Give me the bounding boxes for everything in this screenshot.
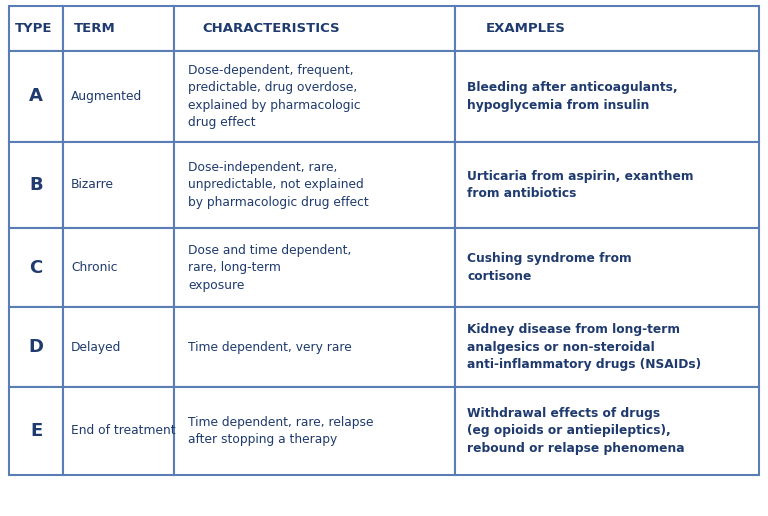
Text: Bizarre: Bizarre <box>71 179 114 191</box>
Bar <box>63 6 174 51</box>
Text: D: D <box>28 338 44 356</box>
Text: Dose and time dependent,
rare, long-term
exposure: Dose and time dependent, rare, long-term… <box>188 244 352 292</box>
Bar <box>9 51 63 142</box>
Bar <box>174 51 455 142</box>
Bar <box>63 228 174 308</box>
Bar <box>9 387 63 475</box>
Text: E: E <box>30 422 42 440</box>
Bar <box>9 142 63 228</box>
Bar <box>174 228 455 308</box>
Bar <box>174 387 455 475</box>
Bar <box>455 6 759 51</box>
Text: A: A <box>29 87 43 105</box>
Bar <box>9 6 63 51</box>
Bar <box>174 142 455 228</box>
Text: Withdrawal effects of drugs
(eg opioids or antiepileptics),
rebound or relapse p: Withdrawal effects of drugs (eg opioids … <box>468 407 685 455</box>
Text: TYPE: TYPE <box>15 22 52 35</box>
Text: Augmented: Augmented <box>71 90 142 103</box>
Text: Kidney disease from long-term
analgesics or non-steroidal
anti-inflammatory drug: Kidney disease from long-term analgesics… <box>468 323 701 371</box>
Text: CHARACTERISTICS: CHARACTERISTICS <box>202 22 340 35</box>
Text: Bleeding after anticoagulants,
hypoglycemia from insulin: Bleeding after anticoagulants, hypoglyce… <box>468 81 678 111</box>
Text: C: C <box>30 259 43 277</box>
Bar <box>455 228 759 308</box>
Bar <box>455 308 759 387</box>
Text: Dose-independent, rare,
unpredictable, not explained
by pharmacologic drug effec: Dose-independent, rare, unpredictable, n… <box>188 161 369 209</box>
Bar <box>174 6 455 51</box>
Text: Cushing syndrome from
cortisone: Cushing syndrome from cortisone <box>468 252 632 283</box>
Bar <box>63 142 174 228</box>
Bar <box>63 308 174 387</box>
Text: End of treatment: End of treatment <box>71 425 176 438</box>
Text: Time dependent, rare, relapse
after stopping a therapy: Time dependent, rare, relapse after stop… <box>188 416 374 446</box>
Bar <box>9 228 63 308</box>
Text: Delayed: Delayed <box>71 341 121 353</box>
Bar <box>9 308 63 387</box>
Text: Time dependent, very rare: Time dependent, very rare <box>188 341 352 353</box>
Bar <box>455 142 759 228</box>
Text: Urticaria from aspirin, exanthem
from antibiotics: Urticaria from aspirin, exanthem from an… <box>468 170 694 200</box>
Text: EXAMPLES: EXAMPLES <box>485 22 565 35</box>
Bar <box>63 387 174 475</box>
Bar <box>63 51 174 142</box>
Bar <box>455 51 759 142</box>
Bar <box>455 387 759 475</box>
Text: Chronic: Chronic <box>71 261 118 274</box>
Bar <box>174 308 455 387</box>
Text: B: B <box>29 176 43 194</box>
Text: Dose-dependent, frequent,
predictable, drug overdose,
explained by pharmacologic: Dose-dependent, frequent, predictable, d… <box>188 63 361 129</box>
Text: TERM: TERM <box>74 22 116 35</box>
